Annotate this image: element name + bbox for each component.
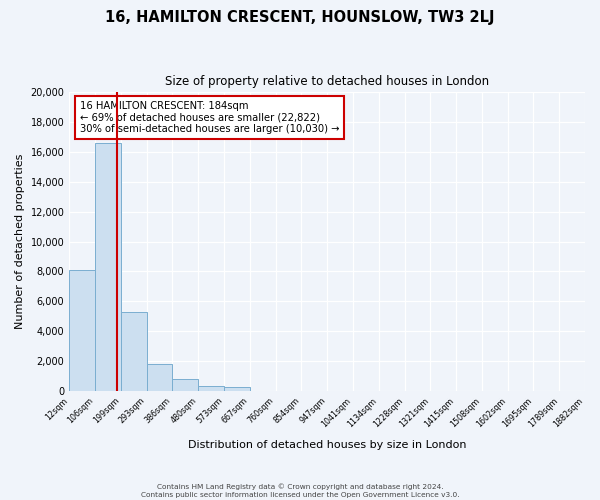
Text: Contains HM Land Registry data © Crown copyright and database right 2024.
Contai: Contains HM Land Registry data © Crown c… <box>140 484 460 498</box>
Text: 16, HAMILTON CRESCENT, HOUNSLOW, TW3 2LJ: 16, HAMILTON CRESCENT, HOUNSLOW, TW3 2LJ <box>105 10 495 25</box>
X-axis label: Distribution of detached houses by size in London: Distribution of detached houses by size … <box>188 440 466 450</box>
Bar <box>69 270 95 391</box>
Bar <box>95 143 121 391</box>
Y-axis label: Number of detached properties: Number of detached properties <box>15 154 25 329</box>
Bar <box>198 386 224 391</box>
Bar <box>121 312 146 391</box>
Bar <box>172 379 198 391</box>
Bar <box>146 364 172 391</box>
Text: 16 HAMILTON CRESCENT: 184sqm
← 69% of detached houses are smaller (22,822)
30% o: 16 HAMILTON CRESCENT: 184sqm ← 69% of de… <box>80 101 339 134</box>
Bar <box>224 386 250 391</box>
Title: Size of property relative to detached houses in London: Size of property relative to detached ho… <box>165 75 489 88</box>
